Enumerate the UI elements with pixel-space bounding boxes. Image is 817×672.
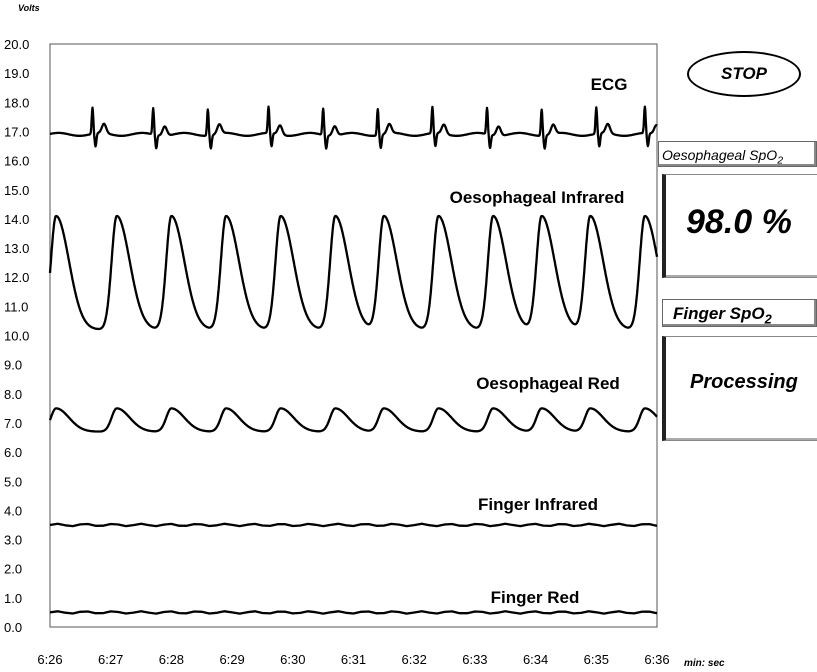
- y-tick-label: 20.0: [4, 37, 29, 52]
- stop-button[interactable]: STOP: [687, 51, 801, 97]
- y-tick-label: 5.0: [4, 474, 22, 489]
- trace-oesophageal-infrared: [48, 214, 659, 331]
- y-tick-label: 6.0: [4, 445, 22, 460]
- finger-spo2-value: Processing: [690, 371, 798, 393]
- x-tick-label: 6:30: [280, 652, 305, 667]
- y-tick-label: 0.0: [4, 620, 22, 635]
- y-tick-label: 18.0: [4, 95, 29, 110]
- x-tick-label: 6:35: [584, 652, 609, 667]
- y-tick-label: 9.0: [4, 358, 22, 373]
- y-tick-label: 4.0: [4, 503, 22, 518]
- y-tick-label: 2.0: [4, 562, 22, 577]
- x-axis-unit: min: sec: [684, 658, 725, 669]
- trace-label: ECG: [591, 75, 628, 94]
- trace-label: Finger Infrared: [478, 495, 598, 514]
- finger-spo2-title-text: Finger SpO: [673, 304, 765, 323]
- x-tick-label: 6:33: [462, 652, 487, 667]
- traces: [48, 105, 659, 615]
- oesophageal-spo2-display: 98.0 %: [662, 174, 817, 278]
- trace-finger-red: [49, 610, 658, 615]
- oesophageal-spo2-title-text: Oesophageal SpO: [662, 147, 778, 163]
- oesophageal-spo2-title: Oesophageal SpO2: [658, 141, 817, 167]
- y-tick-label: 19.0: [4, 66, 29, 81]
- oesophageal-spo2-value: 98.0 %: [686, 203, 792, 241]
- x-tick-label: 6:36: [644, 652, 669, 667]
- y-tick-label: 14.0: [4, 212, 29, 227]
- x-tick-label: 6:26: [37, 652, 62, 667]
- y-tick-label: 3.0: [4, 533, 22, 548]
- finger-spo2-title-sub: 2: [764, 311, 772, 327]
- x-tick-label: 6:27: [98, 652, 123, 667]
- y-tick-label: 7.0: [4, 416, 22, 431]
- x-tick-label: 6:32: [402, 652, 427, 667]
- trace-label: Finger Red: [491, 588, 580, 607]
- y-tick-label: 8.0: [4, 387, 22, 402]
- y-tick-label: 12.0: [4, 270, 29, 285]
- trace-labels: ECG Oesophageal Infrared Oesophageal Red Fi…: [450, 75, 628, 607]
- trace-ecg: [49, 105, 658, 150]
- x-tick-label: 6:31: [341, 652, 366, 667]
- x-tick-label: 6:29: [219, 652, 244, 667]
- x-tick-label: 6:34: [523, 652, 548, 667]
- finger-spo2-title: Finger SpO2: [662, 299, 817, 327]
- y-tick-label: 13.0: [4, 241, 29, 256]
- trace-oesophageal-red: [48, 407, 658, 433]
- y-axis-unit: Volts: [18, 3, 40, 13]
- y-tick-label: 16.0: [4, 154, 29, 169]
- plot-frame: [49, 43, 658, 628]
- oesophageal-spo2-title-sub: 2: [777, 154, 784, 167]
- y-tick-label: 1.0: [4, 591, 22, 606]
- y-tick-label: 11.0: [4, 299, 28, 314]
- y-tick-label: 15.0: [4, 183, 29, 198]
- y-tick-label: 17.0: [4, 124, 29, 139]
- trace-label: Oesophageal Infrared: [450, 188, 625, 207]
- finger-spo2-display: Processing: [662, 336, 817, 441]
- x-axis-ticks: 6:26 6:27 6:28 6:29 6:30 6:31 6:32 6:33 6:34 6:35…: [37, 652, 669, 667]
- trace-finger-infrared: [49, 522, 658, 528]
- y-axis-ticks: 0.0 1.0 2.0 3.0 4.0 5.0 6.0 7.0 8.0 9.0 10.0 11.0 12…: [4, 37, 29, 635]
- trace-label: Oesophageal Red: [476, 374, 620, 393]
- x-tick-label: 6:28: [159, 652, 184, 667]
- y-tick-label: 10.0: [4, 329, 29, 344]
